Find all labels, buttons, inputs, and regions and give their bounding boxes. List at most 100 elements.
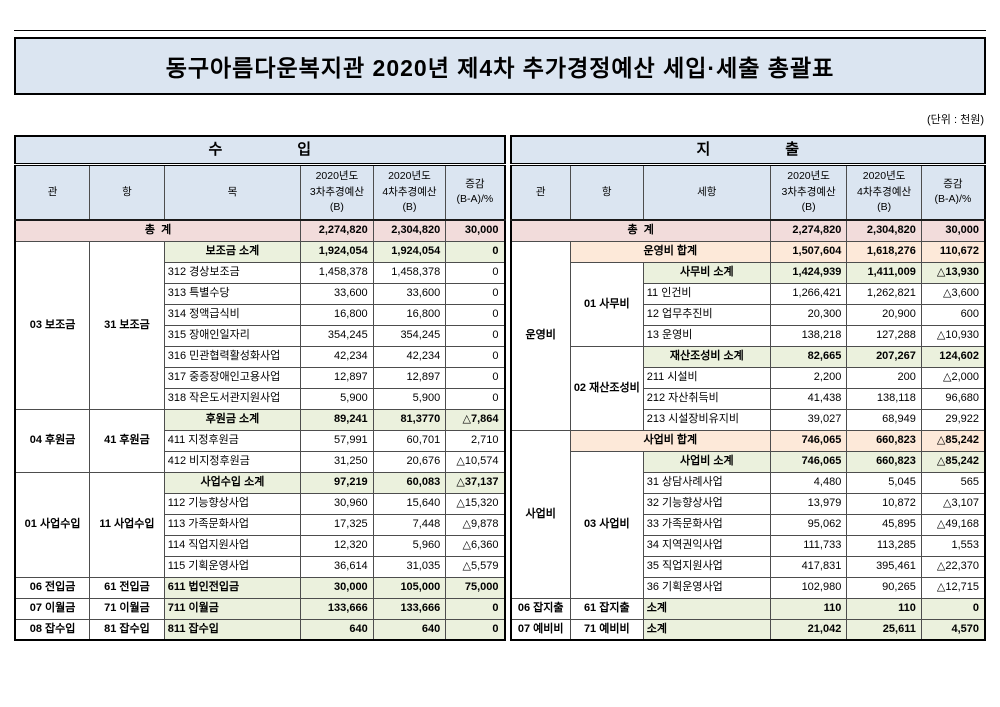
value-cell: 30,000 (445, 219, 506, 242)
value-cell: △13,930 (920, 261, 986, 284)
value-cell: △22,370 (920, 555, 986, 578)
value-cell: 4,480 (769, 471, 848, 494)
category-cell: 04 후원금 (14, 408, 91, 473)
value-cell: 45,895 (846, 513, 922, 536)
column-header: 세항 (642, 163, 771, 221)
row-label: 811 잡수입 (163, 618, 302, 641)
value-cell: 1,618,276 (846, 240, 922, 263)
value-cell: 68,949 (846, 408, 922, 431)
value-cell: 102,980 (769, 576, 848, 599)
value-cell: 5,900 (300, 387, 374, 410)
row-label: 보조금 소계 (163, 240, 302, 263)
table-row: 36 기획운영사업 102,980 90,265 △12,715 (511, 576, 986, 599)
value-cell: 95,062 (769, 513, 848, 536)
income-table: 수 입 관 항 목 2020년도 3차추경예산 (B) 2020년도 4차추경예산 (B)… (14, 135, 506, 641)
value-cell: 39,027 (769, 408, 848, 431)
value-cell: 16,800 (372, 303, 447, 326)
row-label: 33 가족문화사업 (642, 513, 771, 536)
row-label: 12 업무추진비 (642, 303, 771, 326)
value-cell: 20,900 (846, 303, 922, 326)
value-cell: 1,553 (920, 534, 986, 557)
value-cell: 565 (920, 471, 986, 494)
row-label: 재산조성비 소계 (642, 345, 771, 368)
table-row: 315 장애인일자리 354,245 354,245 0 (15, 324, 506, 347)
category-cell: 81 잡수입 (89, 618, 165, 641)
row-label: 317 중증장애인고용사업 (163, 366, 302, 389)
category-cell: 03 보조금 (14, 240, 91, 410)
value-cell: 600 (920, 303, 986, 326)
value-cell: 1,266,421 (769, 282, 848, 305)
value-cell: △9,878 (445, 513, 506, 536)
value-cell: △5,579 (445, 555, 506, 578)
value-cell: 16,800 (300, 303, 374, 326)
category-cell: 07 이월금 (14, 597, 91, 620)
column-header: 2020년도 4차추경예산 (B) (372, 163, 447, 221)
row-label: 후원금 소계 (163, 408, 302, 431)
row-label: 711 이월금 (163, 597, 302, 620)
value-cell: △3,107 (920, 492, 986, 515)
value-cell: 5,960 (372, 534, 447, 557)
value-cell: 20,300 (769, 303, 848, 326)
value-cell: 2,274,820 (300, 219, 374, 242)
row-label: 318 작은도서관지원사업 (163, 387, 302, 410)
row-label: 316 민관협력활성화사업 (163, 345, 302, 368)
column-header: 2020년도 4차추경예산 (B) (846, 163, 922, 221)
value-cell: 81,3770 (372, 408, 447, 431)
row-label: 411 지정후원금 (163, 429, 302, 452)
value-cell: 36,614 (300, 555, 374, 578)
table-row: 35 직업지원사업 417,831 395,461 △22,370 (511, 555, 986, 578)
table-row: 412 비지정후원금 31,250 20,676 △10,574 (15, 450, 506, 473)
value-cell: 110,672 (920, 240, 986, 263)
table-row: 01 사업수입 11 사업수입 사업수입 소계 97,219 60,083 △37,137 (14, 471, 506, 578)
value-cell: △10,574 (445, 450, 506, 473)
expense-banner: 지 출 (510, 135, 986, 166)
value-cell: 0 (445, 282, 506, 305)
value-cell: 42,234 (372, 345, 447, 368)
category-cell: 운영비 (510, 240, 571, 431)
value-cell: 10,872 (846, 492, 922, 515)
table-row: 317 중증장애인고용사업 12,897 12,897 0 (15, 366, 506, 389)
table-row: 01 사무비 사무비 소계 1,424,939 1,411,009 △13,930 (511, 261, 986, 347)
column-header: 관 (510, 163, 571, 221)
value-cell: 89,241 (300, 408, 374, 431)
table-row: 사업비 사업비 합계 746,065 660,823 △85,242 (510, 429, 986, 599)
value-cell: 0 (445, 261, 506, 284)
value-cell: 2,304,820 (846, 219, 922, 242)
row-label: 11 인건비 (642, 282, 771, 305)
value-cell: 42,234 (300, 345, 374, 368)
value-cell: △12,715 (920, 576, 986, 599)
category-cell: 71 예비비 (569, 618, 644, 641)
row-label: 사업수입 소계 (163, 471, 302, 494)
value-cell: 127,288 (846, 324, 922, 347)
value-cell: 1,507,604 (769, 240, 848, 263)
value-cell: 20,676 (372, 450, 447, 473)
row-label: 312 경상보조금 (163, 261, 302, 284)
total-label: 총 계 (14, 219, 302, 242)
category-cell: 03 사업비 (569, 450, 644, 599)
value-cell: 12,320 (300, 534, 374, 557)
value-cell: 15,640 (372, 492, 447, 515)
value-cell: △37,137 (445, 471, 506, 494)
value-cell: △85,242 (920, 429, 986, 452)
value-cell: 21,042 (769, 618, 848, 641)
value-cell: 746,065 (769, 450, 848, 473)
row-label: 사무비 소계 (642, 261, 771, 284)
column-header: 증감 (B-A)/% (445, 163, 506, 221)
value-cell: 110 (769, 597, 848, 620)
value-cell: 60,083 (372, 471, 447, 494)
value-cell: 75,000 (445, 576, 506, 599)
budget-tables: 수 입 관 항 목 2020년도 3차추경예산 (B) 2020년도 4차추경예산 (B)… (14, 135, 986, 641)
value-cell: 354,245 (300, 324, 374, 347)
value-cell: 30,000 (300, 576, 374, 599)
row-label: 315 장애인일자리 (163, 324, 302, 347)
category-cell: 06 잡지출 (510, 597, 571, 620)
value-cell: 1,458,378 (300, 261, 374, 284)
value-cell: 105,000 (372, 576, 447, 599)
value-cell: 0 (920, 597, 986, 620)
category-cell: 02 재산조성비 (569, 345, 644, 431)
value-cell: 0 (445, 324, 506, 347)
value-cell: 25,611 (846, 618, 922, 641)
value-cell: 30,000 (920, 219, 986, 242)
category-cell: 06 전입금 (14, 576, 91, 599)
